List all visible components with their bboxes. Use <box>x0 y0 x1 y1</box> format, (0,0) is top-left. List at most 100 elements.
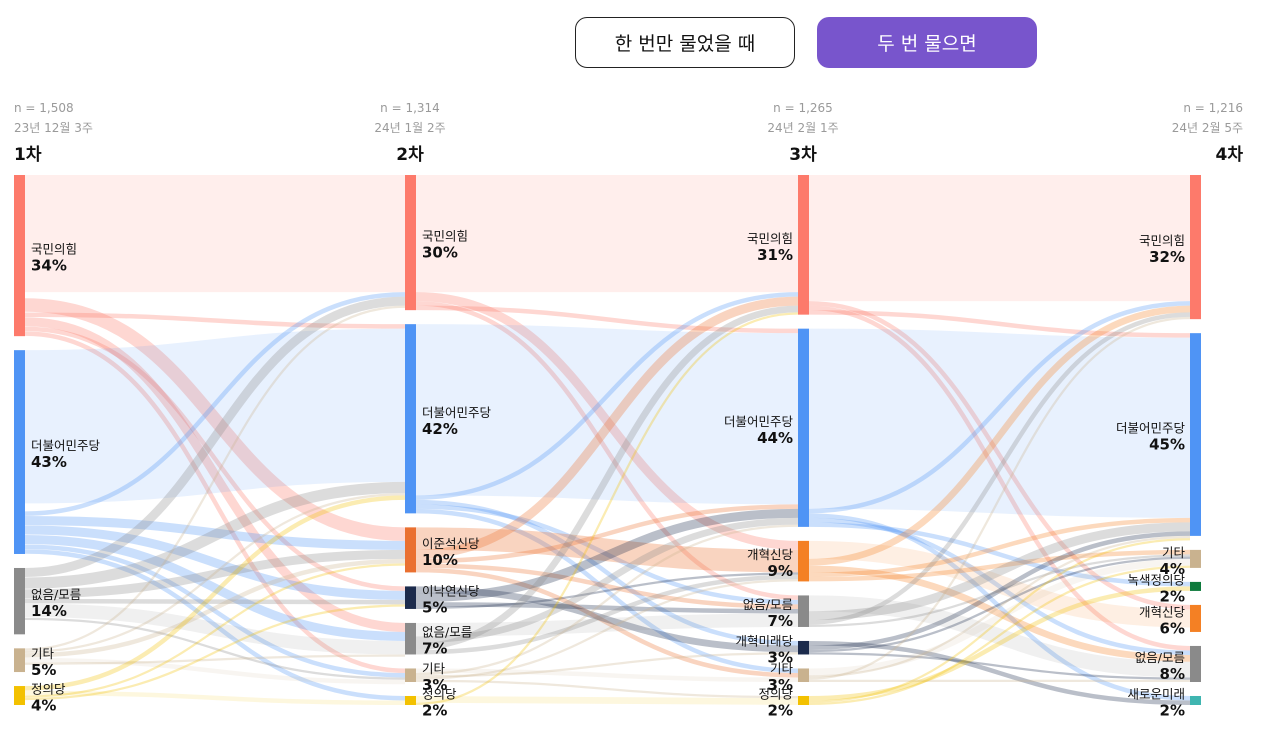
node-2-ppp-pct: 30% <box>422 244 458 262</box>
toggle-ask-twice-button[interactable]: 두 번 물으면 <box>817 17 1037 68</box>
node-2-none-pct: 7% <box>422 640 447 658</box>
flow-3-dem-to-dem <box>808 328 1191 518</box>
flow-1-none-to-none <box>24 603 406 655</box>
node-2-ppp <box>405 175 416 311</box>
flow-2-ljs-to-etc <box>415 567 799 678</box>
flow-3-none-to-ppp <box>808 312 1191 625</box>
node-3-justice-name: 정의당 <box>758 686 793 701</box>
node-2-ljs-name: 이준석신당 <box>422 536 480 551</box>
flow-3-none-to-etc <box>808 554 1191 627</box>
flow-3-etc-to-etc <box>808 558 1191 676</box>
flow-1-justice-to-dem <box>24 495 406 691</box>
flow-3-reform-to-reform <box>808 540 1191 628</box>
node-4-dem <box>1190 333 1201 536</box>
flow-2-etc-to-justice <box>415 679 799 699</box>
node-1-dem-pct: 43% <box>31 453 67 471</box>
node-2-justice-name: 정의당 <box>422 686 457 701</box>
node-3-ppp-name: 국민의힘 <box>747 231 793 246</box>
flow-1-dem-to-ljs <box>24 516 406 550</box>
wave-2-date: 24년 1월 2주 <box>374 121 445 135</box>
flow-1-justice-to-ljs <box>24 563 406 698</box>
node-2-justice <box>405 695 416 705</box>
flow-3-justice-to-etc <box>808 565 1191 706</box>
wave-4-sample-size: n = 1,216 <box>1183 101 1243 115</box>
flow-1-none-to-etc <box>24 617 406 680</box>
node-2-etc <box>405 668 416 682</box>
flow-1-justice-to-justice <box>24 690 406 705</box>
node-4-dem-name: 더불어민주당 <box>1116 421 1186 436</box>
flow-1-dem-to-ppp <box>24 292 406 516</box>
flow-2-lny-to-none <box>415 602 799 614</box>
flow-1-none-to-ljs <box>24 549 406 599</box>
node-4-reform <box>1190 604 1201 632</box>
node-3-etc-name: 기타 <box>770 661 794 676</box>
node-2-lny <box>405 586 416 609</box>
flow-3-reformfuture-to-dem <box>808 531 1191 650</box>
node-1-etc-name: 기타 <box>31 646 55 661</box>
flow-3-dem-to-newfuture <box>808 513 1191 701</box>
node-4-reform-name: 개혁신당 <box>1139 604 1186 619</box>
flow-3-reformfuture-to-none <box>808 652 1191 680</box>
flow-2-none-to-ppp <box>415 305 799 650</box>
node-3-reform-pct: 9% <box>768 562 793 580</box>
node-4-etc-pct: 4% <box>1160 560 1185 578</box>
flow-2-ljs-to-ppp <box>415 296 799 559</box>
node-2-etc-name: 기타 <box>422 661 446 676</box>
node-2-ljs-pct: 10% <box>422 551 458 569</box>
flow-2-lny-to-dem <box>415 508 799 603</box>
flow-2-dem-to-etc <box>415 508 799 673</box>
flow-3-ppp-to-dem <box>808 310 1191 338</box>
wave-2-label: 2차 <box>396 145 424 165</box>
wave-2-sample-size: n = 1,314 <box>380 101 440 115</box>
node-3-ppp-pct: 31% <box>757 246 793 264</box>
node-1-dem <box>14 350 25 554</box>
node-4-ppp-name: 국민의힘 <box>1139 233 1185 248</box>
node-2-dem-name: 더불어민주당 <box>422 405 492 420</box>
flow-3-reformfuture-to-etc <box>808 556 1191 653</box>
node-4-dem-pct: 45% <box>1149 436 1185 454</box>
flow-1-dem-to-etc <box>24 544 406 678</box>
flow-1-justice-to-lny <box>24 604 406 701</box>
node-4-none-name: 없음/모름 <box>1135 650 1185 665</box>
flow-2-ppp-to-reform <box>415 292 799 550</box>
node-1-none <box>14 567 25 635</box>
node-1-ppp-name: 국민의힘 <box>31 242 77 257</box>
flow-3-dem-to-none <box>808 517 1191 655</box>
flow-2-ljs-to-dem <box>415 504 799 564</box>
node-2-none-name: 없음/모름 <box>422 625 472 640</box>
node-3-reform <box>798 540 809 582</box>
flow-3-dem-to-ppp <box>808 301 1191 514</box>
node-2-lny-pct: 5% <box>422 599 447 617</box>
node-4-green-pct: 2% <box>1160 587 1185 605</box>
flow-3-none-to-dem <box>808 522 1191 621</box>
flow-1-dem-to-justice <box>24 549 406 701</box>
flow-1-etc-to-none <box>24 654 406 665</box>
flow-2-none-to-dem <box>415 517 799 644</box>
wave-1-date: 23년 12월 3주 <box>14 121 93 135</box>
node-1-justice-pct: 4% <box>31 697 56 715</box>
flow-2-lny-to-reform <box>415 572 799 609</box>
node-2-etc-pct: 3% <box>422 676 447 694</box>
node-1-dem-name: 더불어민주당 <box>31 438 101 453</box>
flow-3-ppp-to-reform <box>808 301 1191 610</box>
flow-2-lny-to-reformfuture <box>415 586 799 653</box>
node-2-dem <box>405 324 416 514</box>
node-4-ppp-pct: 32% <box>1149 248 1185 266</box>
node-3-dem-pct: 44% <box>757 429 793 447</box>
node-2-lny-name: 이낙연신당 <box>422 584 480 599</box>
toggle-ask-once-button[interactable]: 한 번만 물었을 때 <box>575 17 795 68</box>
flow-2-etc-to-etc <box>415 668 799 682</box>
flow-3-reform-to-none <box>808 565 1191 662</box>
flow-2-dem-to-dem <box>415 324 799 505</box>
flow-1-ppp-to-dem <box>24 312 406 329</box>
node-1-etc-pct: 5% <box>31 661 56 679</box>
node-2-none <box>405 622 416 655</box>
flow-3-reform-to-etc <box>808 549 1191 582</box>
flow-3-reform-to-ppp <box>808 305 1191 566</box>
flow-2-none-to-reform <box>415 574 799 655</box>
flow-1-ppp-to-ljs <box>24 298 406 541</box>
flow-1-ppp-to-lny <box>24 326 406 591</box>
node-3-none <box>798 595 809 627</box>
